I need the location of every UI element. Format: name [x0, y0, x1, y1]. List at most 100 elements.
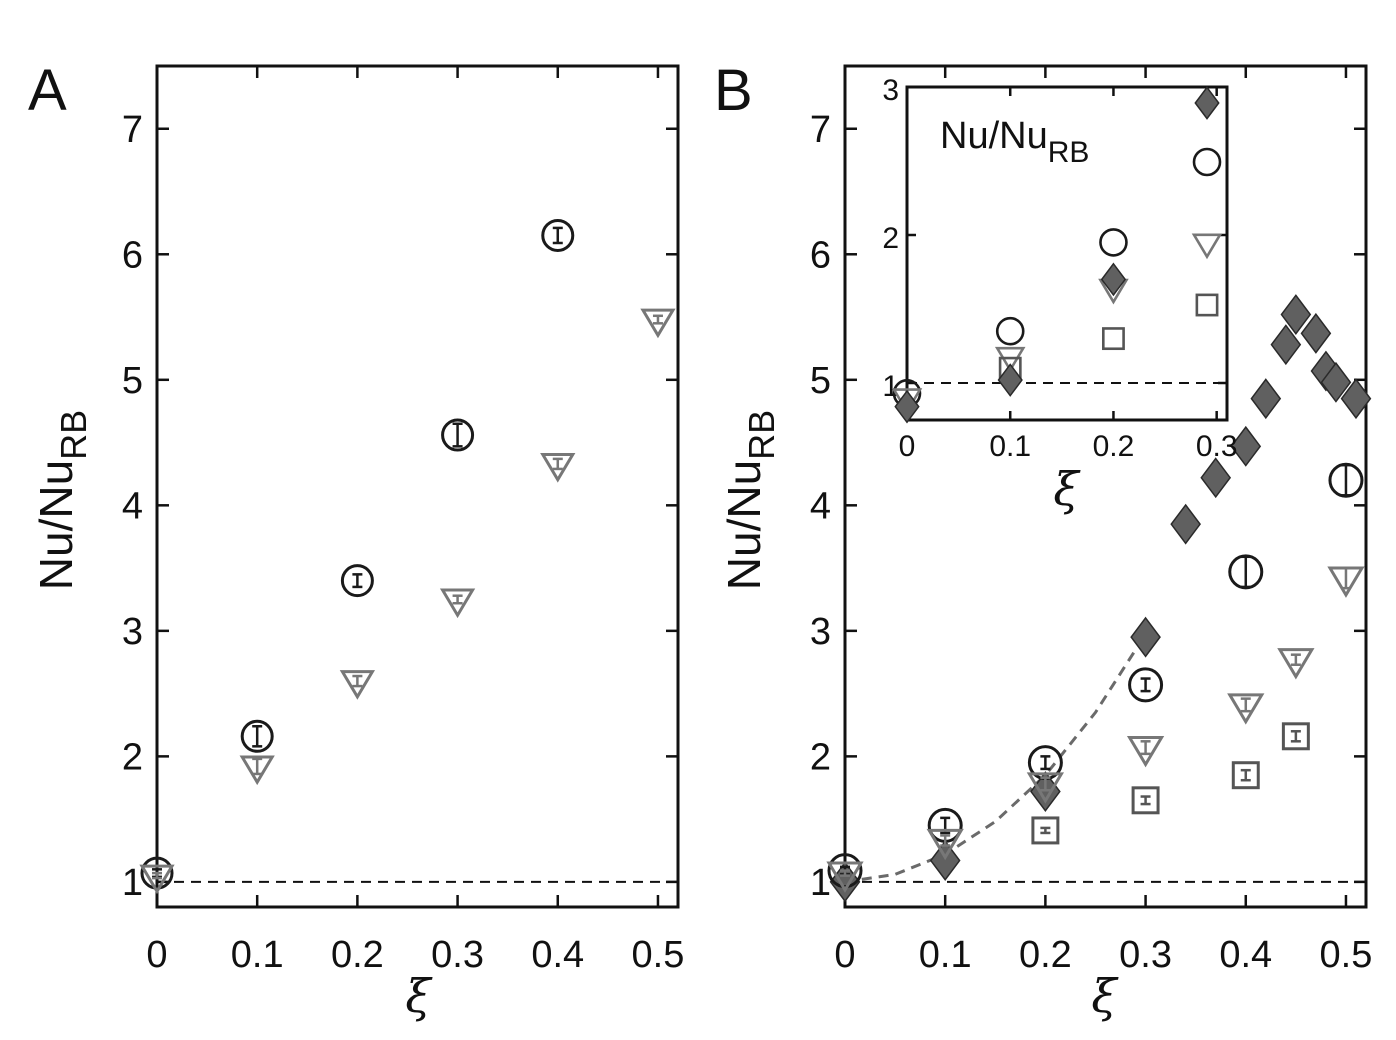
panel-a-point-triangle-down — [239, 755, 275, 786]
panel-b-point-triangle-down — [926, 828, 964, 861]
panel-b-point-square — [1231, 761, 1260, 790]
panel-b-point-square — [1131, 786, 1160, 815]
inset-ylabel-main: Nu/Nu — [940, 115, 1048, 157]
panel-a-ytick-label: 2 — [122, 736, 143, 778]
panel-b-point-triangle-down — [1327, 566, 1365, 598]
panel-b-xtick-label: 0.1 — [919, 934, 972, 976]
inset-legend-diamond — [1194, 86, 1220, 120]
panel-a-ytick-label: 6 — [122, 234, 143, 276]
panel-a-point-circle — [240, 719, 274, 753]
panel-b-point-diamond — [1320, 361, 1352, 403]
panel-b-point-triangle-down — [1277, 648, 1315, 680]
inset-point-diamond — [1100, 262, 1127, 297]
panel-b-ytick-label: 3 — [810, 611, 831, 653]
panel-b-point-square — [1281, 722, 1310, 751]
panel-b-ytick-label: 4 — [810, 485, 831, 527]
panel-b-point-circle — [1228, 554, 1264, 590]
panel-b-xtick-label: 0.5 — [1320, 934, 1373, 976]
panel-b-ytick-label: 6 — [810, 234, 831, 276]
panel-a-xtick-label: 0.4 — [531, 934, 584, 976]
panel-a-point-triangle-down — [439, 588, 476, 619]
inset-point-circle — [995, 316, 1025, 346]
panel-b-ylabel-sub: RB — [741, 410, 782, 460]
panel-b-plot: 0 0.1 0.2 0.3 0.4 0.5 1 2 3 4 5 6 7 — [810, 64, 1373, 976]
panel-b-letter: B — [714, 58, 753, 123]
inset-legend-square — [1195, 293, 1219, 317]
panel-b-xtick-label: 0.3 — [1119, 934, 1172, 976]
panel-b-fit-curve — [844, 648, 1137, 884]
panel-b-point-circle — [827, 853, 863, 889]
panel-a-point-circle — [441, 418, 475, 452]
panel-b-xtick-label: 0.2 — [1019, 934, 1072, 976]
panel-a-xtick-label: 0.3 — [431, 934, 484, 976]
panel-b-point-circle — [1328, 462, 1364, 498]
panel-b-xlabel: ξ — [1091, 969, 1119, 1023]
panel-b-point-square — [1031, 816, 1060, 845]
inset-ylabel: Nu/NuRB — [940, 115, 1089, 169]
panel-b-ylabel: Nu/NuRB — [718, 410, 782, 590]
panel-b-point-diamond — [929, 840, 961, 882]
panel-a-ylabel-sub: RB — [53, 410, 94, 460]
panel-b-ytick-label: 2 — [810, 736, 831, 778]
panel-a-xtick-label: 0.1 — [231, 934, 284, 976]
panel-a-xtick-label: 0.2 — [331, 934, 384, 976]
inset-point-diamond — [997, 363, 1023, 397]
inset-xlabel: ξ — [1053, 462, 1081, 516]
panel-a-xtick-label: 0.5 — [632, 934, 685, 976]
inset-ytick-label: 2 — [882, 222, 899, 255]
inset-xtick-label: 0 — [899, 430, 916, 463]
panel-b-point-diamond — [1130, 616, 1161, 658]
panel-a-letter: A — [28, 58, 67, 123]
inset-xtick-label: 0.1 — [989, 430, 1031, 463]
panel-a-xlabel: ξ — [405, 969, 433, 1023]
panel-b-point-diamond — [1250, 378, 1282, 420]
inset-xtick-label: 0.2 — [1093, 430, 1135, 463]
inset-legend-triangle-down — [1191, 233, 1223, 260]
panel-a-ytick-label: 7 — [122, 109, 143, 151]
inset-point-diamond — [894, 389, 920, 424]
panel-a-plot: 0 0.1 0.2 0.3 0.4 0.5 1 2 3 4 5 6 7 — [122, 64, 685, 976]
panel-b-point-diamond — [1300, 312, 1332, 354]
panel-b-ytick-label: 7 — [810, 109, 831, 151]
panel-a-ytick-label: 3 — [122, 611, 143, 653]
panel-a-point-triangle-down — [339, 670, 376, 700]
panel-b-ytick-label: 1 — [810, 862, 831, 904]
inset-legend-circle — [1192, 147, 1222, 177]
panel-b-point-diamond — [1270, 324, 1302, 366]
panel-b-ylabel-main: Nu/Nu — [718, 460, 770, 590]
panel-b-xtick-label: 0 — [834, 934, 855, 976]
panel-b-point-diamond — [1230, 425, 1262, 467]
panel-a-ytick-label: 1 — [122, 862, 143, 904]
inset-point-circle — [1099, 228, 1128, 257]
panel-b-xtick-label: 0.4 — [1219, 934, 1272, 976]
panel-a-point-triangle-down — [139, 864, 175, 895]
panel-b-point-triangle-down — [826, 861, 864, 893]
panel-b-point-triangle-down — [1026, 772, 1065, 804]
panel-a-point-triangle-down — [640, 308, 676, 339]
panel-b-point-triangle-down — [1126, 736, 1165, 768]
panel-b-point-diamond — [1340, 378, 1372, 420]
panel-a-point-circle — [340, 564, 374, 598]
panel-a-ylabel: Nu/NuRB — [30, 410, 94, 590]
svg-text:Nu/NuRB: Nu/NuRB — [718, 410, 782, 590]
inset-point-square — [1102, 327, 1125, 351]
panel-a-point-triangle-down — [540, 452, 576, 483]
panel-b-ytick-label: 5 — [810, 360, 831, 402]
inset-frame — [905, 85, 1229, 422]
panel-b-point-diamond — [1200, 457, 1232, 499]
inset-background — [907, 87, 1227, 420]
panel-a-ytick-label: 4 — [122, 485, 143, 527]
panel-a-ytick-label: 5 — [122, 360, 143, 402]
panel-b-point-diamond — [1170, 503, 1201, 545]
panel-a-point-circle — [140, 856, 174, 890]
panel-b-point-diamond — [1280, 294, 1312, 335]
panel-a-xtick-label: 0 — [146, 934, 167, 976]
inset-xtick-label: 0.3 — [1196, 430, 1238, 463]
panel-a-point-circle — [541, 218, 575, 252]
inset-ylabel-sub: RB — [1048, 136, 1090, 169]
panel-b-frame — [843, 64, 1368, 909]
panel-a-frame — [155, 64, 680, 909]
